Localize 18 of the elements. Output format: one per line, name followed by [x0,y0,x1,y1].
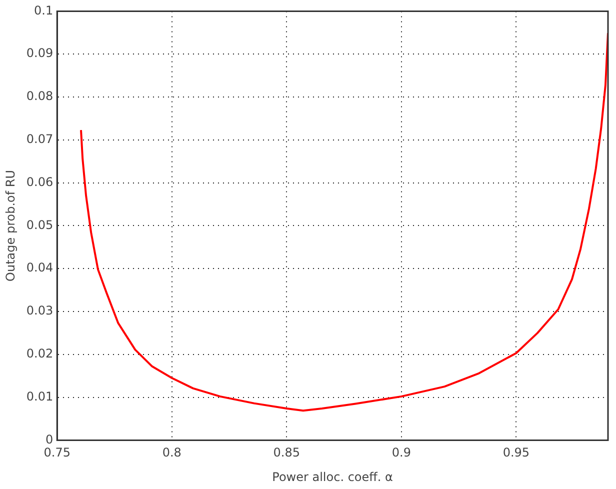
x-tick-label: 0.75 [44,446,70,460]
x-tick-label: 0.95 [502,446,530,460]
y-tick-label: 0.06 [26,174,54,189]
y-axis-title: Outage prob.of RU [3,170,18,282]
y-tick-label: 0.07 [26,132,54,146]
y-tick-label: 0.08 [26,89,54,104]
y-tick-label: 0.05 [26,218,54,232]
y-tick-label: 0 [45,432,54,446]
y-tick-label: 0.1 [34,3,54,18]
y-tick-label: 0.09 [26,46,54,60]
y-tick-label: 0.04 [26,260,54,275]
x-axis-title: Power alloc. coeff. α [272,470,394,484]
x-tick-label: 0.85 [273,446,300,460]
x-tick-label: 0.8 [162,446,182,460]
x-tick-label: 0.9 [392,446,411,460]
y-tick-label: 0.01 [26,389,54,404]
y-tick-label: 0.02 [26,346,54,361]
y-tick-label: 0.03 [26,304,54,318]
